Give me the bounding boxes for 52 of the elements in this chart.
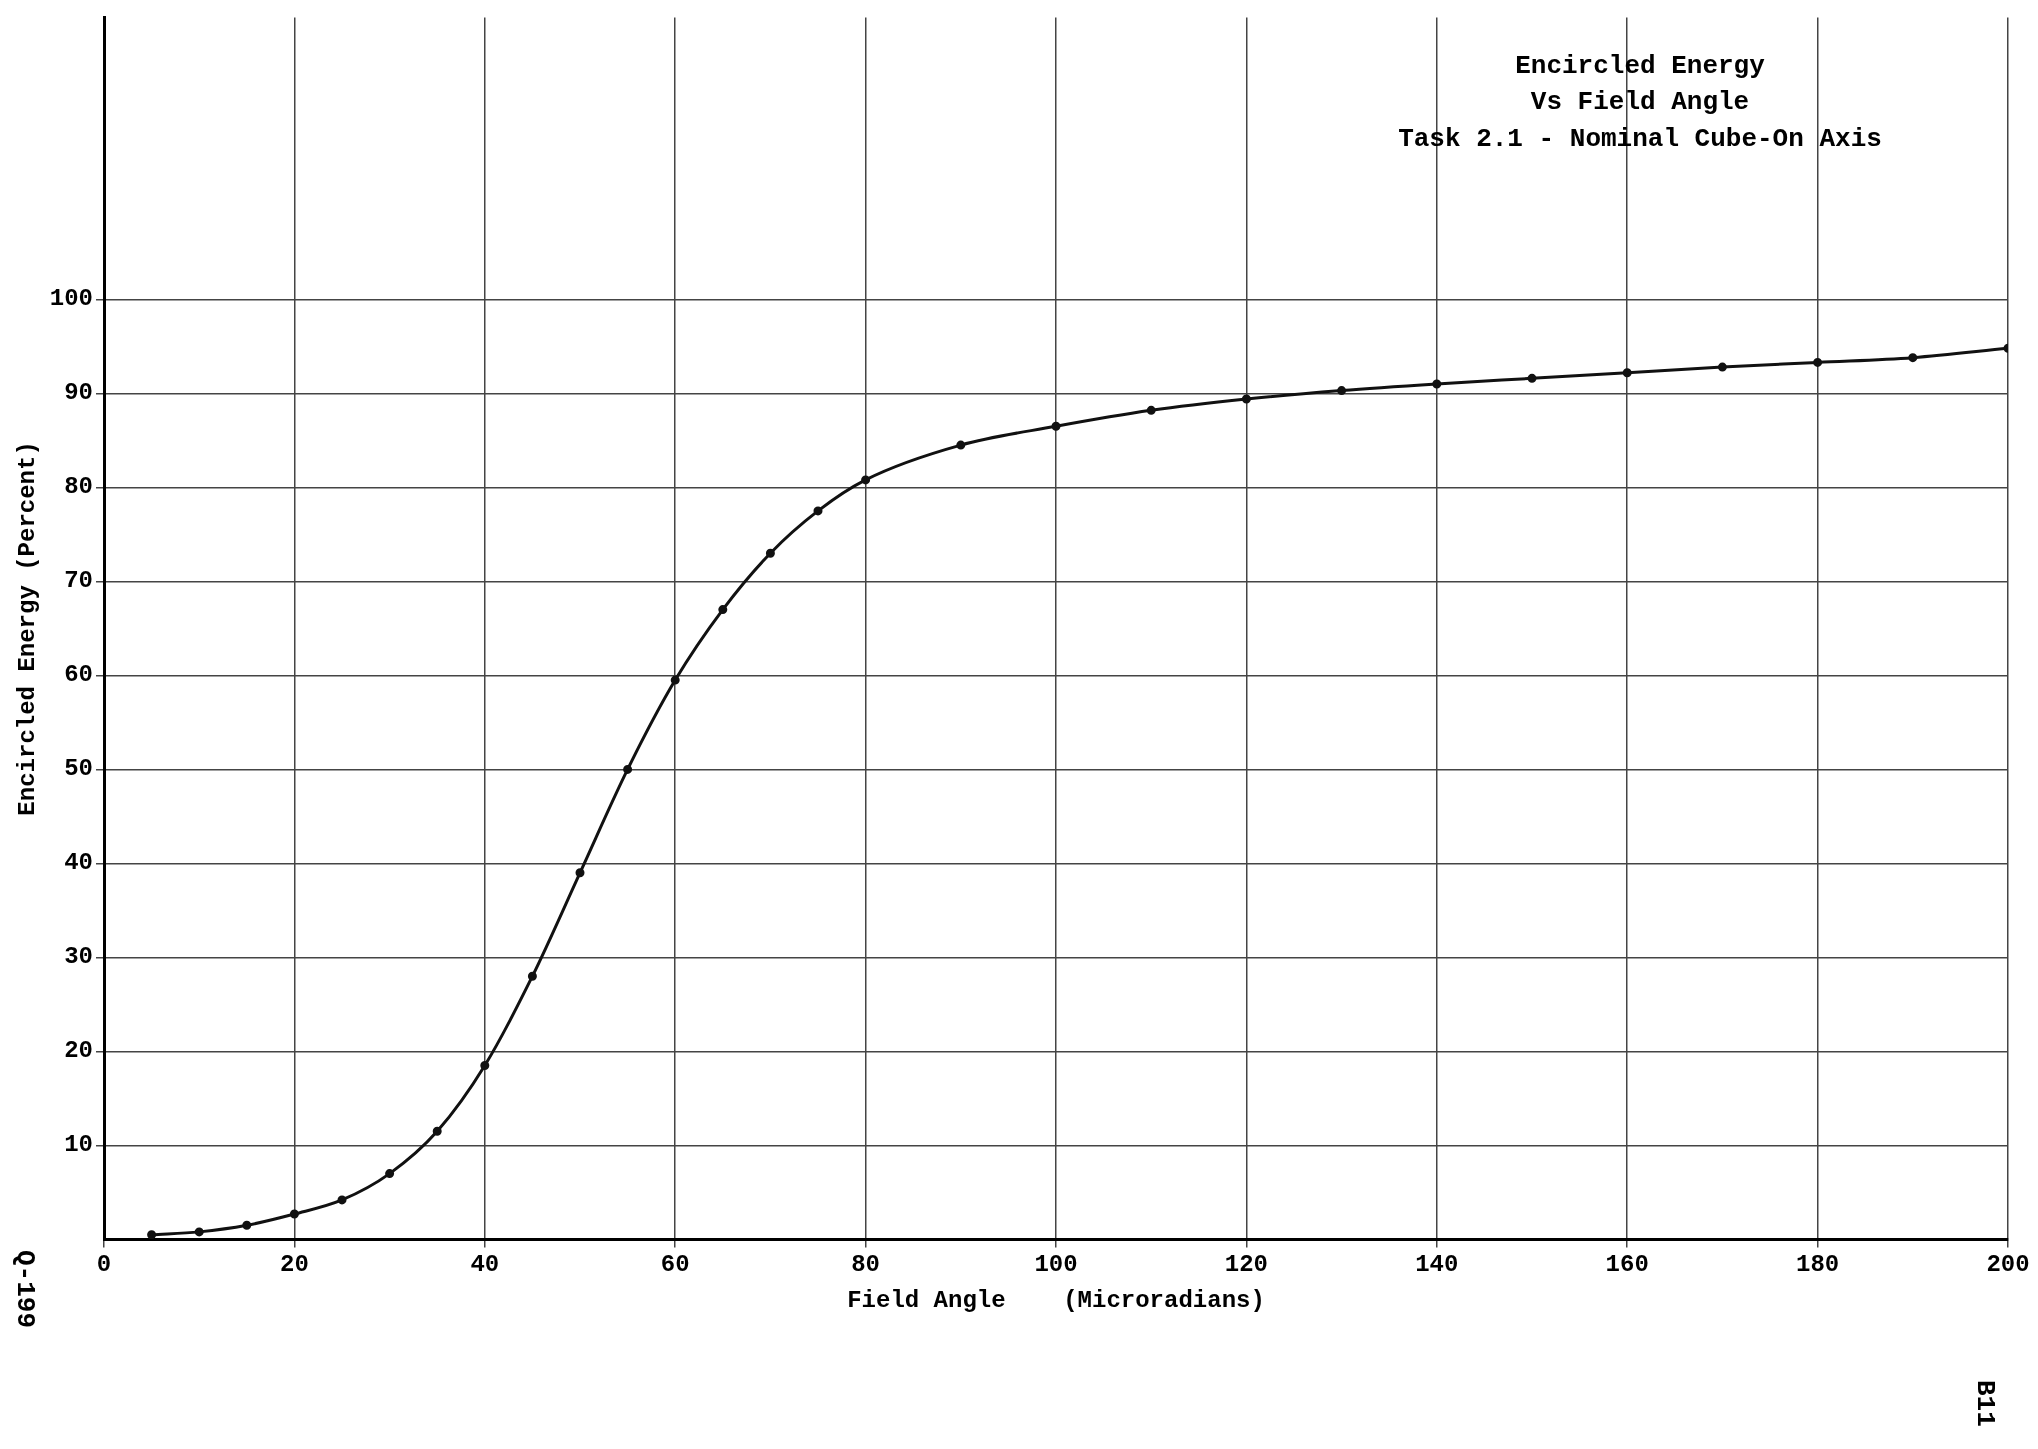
point bbox=[1432, 379, 1442, 389]
point bbox=[1241, 394, 1251, 404]
point bbox=[1051, 421, 1061, 431]
x-tick-label: 180 bbox=[1795, 1250, 1840, 1278]
point bbox=[670, 675, 680, 685]
point bbox=[765, 548, 775, 558]
y-tick-label: 60 bbox=[64, 661, 94, 689]
point bbox=[242, 1220, 252, 1230]
x-tick-label: 120 bbox=[1224, 1250, 1269, 1278]
point bbox=[718, 605, 728, 615]
point bbox=[1717, 362, 1727, 372]
y-tick-label: 50 bbox=[64, 755, 94, 783]
point bbox=[861, 475, 871, 485]
point bbox=[432, 1126, 442, 1136]
point bbox=[623, 764, 633, 774]
point bbox=[956, 440, 966, 450]
y-tick-label: 30 bbox=[64, 943, 94, 971]
point bbox=[1337, 386, 1347, 396]
point bbox=[1527, 373, 1537, 383]
y-tick-label: 40 bbox=[64, 849, 94, 877]
point bbox=[337, 1195, 347, 1205]
x-tick-label: 160 bbox=[1605, 1250, 1649, 1278]
y-tick-label: 90 bbox=[64, 379, 94, 407]
point bbox=[385, 1169, 395, 1179]
x-tick-label: 40 bbox=[470, 1250, 500, 1278]
y-tick-label: 10 bbox=[64, 1131, 94, 1159]
x-tick-label: 20 bbox=[280, 1250, 309, 1278]
point bbox=[289, 1209, 299, 1219]
point bbox=[813, 506, 823, 516]
point bbox=[480, 1061, 490, 1070]
point bbox=[1908, 353, 1918, 363]
x-tick-label: 200 bbox=[1986, 1250, 2030, 1278]
point bbox=[1813, 357, 1823, 367]
point bbox=[147, 1230, 157, 1240]
point bbox=[575, 868, 585, 878]
x-tick-label: 0 bbox=[96, 1250, 112, 1278]
point bbox=[527, 971, 537, 981]
point bbox=[1622, 368, 1632, 378]
x-tick-label: 140 bbox=[1415, 1250, 1459, 1278]
y-tick-label: 100 bbox=[49, 285, 94, 313]
point bbox=[1146, 405, 1156, 415]
point bbox=[194, 1227, 204, 1237]
y-tick-label: 80 bbox=[64, 473, 94, 501]
text: B11 bbox=[1970, 1380, 2000, 1427]
y-axis-title: Encircled Energy (Percent) bbox=[14, 441, 42, 816]
x-tick-label: 60 bbox=[660, 1250, 690, 1278]
x-tick-label: 100 bbox=[1034, 1250, 1078, 1278]
text: Q-199 bbox=[10, 1250, 40, 1329]
y-tick-label: 70 bbox=[64, 567, 94, 595]
y-tick-label: 20 bbox=[64, 1037, 94, 1065]
x-axis-title: Field Angle (Microradians) bbox=[847, 1286, 1265, 1314]
x-tick-label: 80 bbox=[851, 1250, 881, 1278]
